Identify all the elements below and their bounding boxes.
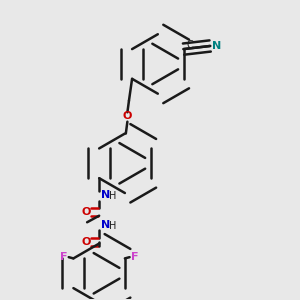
Text: O: O (82, 207, 91, 217)
Text: O: O (123, 111, 132, 121)
Text: C: C (186, 40, 193, 50)
Text: H: H (109, 191, 116, 201)
Text: N: N (212, 41, 221, 51)
Text: O: O (82, 237, 91, 247)
Text: F: F (131, 252, 139, 262)
Text: N: N (101, 220, 110, 230)
Text: H: H (109, 221, 116, 231)
Text: N: N (101, 190, 110, 200)
Text: F: F (60, 252, 67, 262)
